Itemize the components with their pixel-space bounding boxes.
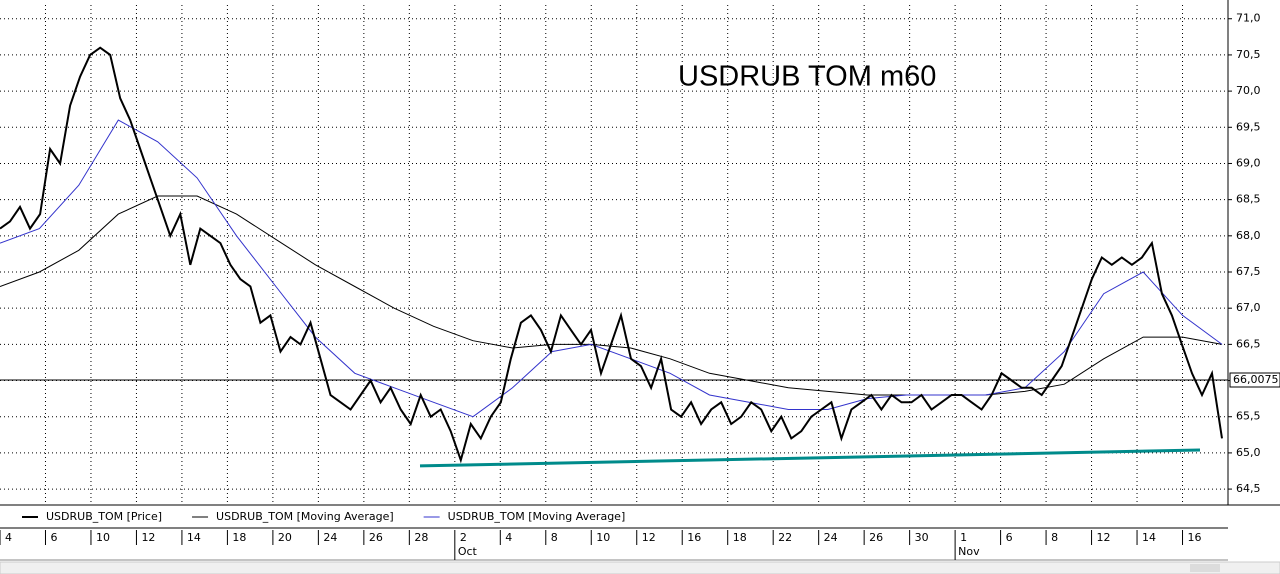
y-tick-label: 69,0 [1236, 156, 1261, 169]
x-tick-label: 6 [1006, 531, 1013, 544]
x-tick-label: 12 [642, 531, 656, 544]
x-tick-label: 2 [460, 531, 467, 544]
x-tick-label: 18 [733, 531, 747, 544]
x-tick-label: 6 [50, 531, 57, 544]
month-label: Oct [458, 545, 478, 558]
scrollbar-thumb[interactable] [1190, 564, 1220, 572]
y-tick-label: 64,5 [1236, 482, 1261, 495]
x-tick-label: 10 [596, 531, 610, 544]
y-tick-label: 67,0 [1236, 301, 1261, 314]
x-tick-label: 30 [915, 531, 929, 544]
x-tick-label: 20 [278, 531, 292, 544]
x-tick-label: 1 [960, 531, 967, 544]
legend-label: USDRUB_TOM [Moving Average] [216, 510, 394, 523]
x-tick-label: 22 [778, 531, 792, 544]
x-tick-label: 16 [1188, 531, 1202, 544]
x-tick-label: 4 [505, 531, 512, 544]
scrollbar[interactable] [0, 561, 1280, 574]
x-tick-label: 12 [1097, 531, 1111, 544]
x-tick-label: 10 [96, 531, 110, 544]
series-line [0, 46, 1223, 464]
x-tick-label: 14 [1142, 531, 1156, 544]
chart-title: USDRUB TOM m60 [678, 61, 936, 93]
x-tick-label: 26 [369, 531, 383, 544]
legend-label: USDRUB_TOM [Moving Average] [448, 510, 626, 523]
series-line [0, 119, 1223, 418]
y-tick-label: 68,0 [1236, 229, 1261, 242]
x-tick-label: 28 [414, 531, 428, 544]
y-tick-label: 67,5 [1236, 265, 1261, 278]
x-tick-label: 26 [869, 531, 883, 544]
y-tick-label: 70,5 [1236, 48, 1261, 61]
x-tick-label: 24 [824, 531, 838, 544]
y-tick-label: 68,5 [1236, 193, 1261, 206]
x-tick-label: 8 [551, 531, 558, 544]
month-label: Nov [958, 545, 980, 558]
x-tick-label: 4 [5, 531, 12, 544]
last-price-label: 66,0075 [1233, 373, 1279, 386]
x-tick-label: 12 [141, 531, 155, 544]
x-tick-label: 18 [232, 531, 246, 544]
last-price-box [1229, 372, 1280, 388]
trend-line [419, 448, 1201, 468]
y-tick-label: 65,0 [1236, 446, 1261, 459]
y-tick-label: 66,5 [1236, 337, 1261, 350]
y-tick-label: 69,5 [1236, 120, 1261, 133]
x-tick-label: 8 [1051, 531, 1058, 544]
y-tick-label: 65,5 [1236, 410, 1261, 423]
x-tick-label: 24 [323, 531, 337, 544]
legend-label: USDRUB_TOM [Price] [46, 510, 162, 523]
x-tick-label: 16 [687, 531, 701, 544]
x-tick-label: 14 [187, 531, 201, 544]
y-tick-label: 71,0 [1236, 12, 1261, 25]
plot-area [0, 5, 1228, 505]
y-tick-label: 70,0 [1236, 84, 1261, 97]
